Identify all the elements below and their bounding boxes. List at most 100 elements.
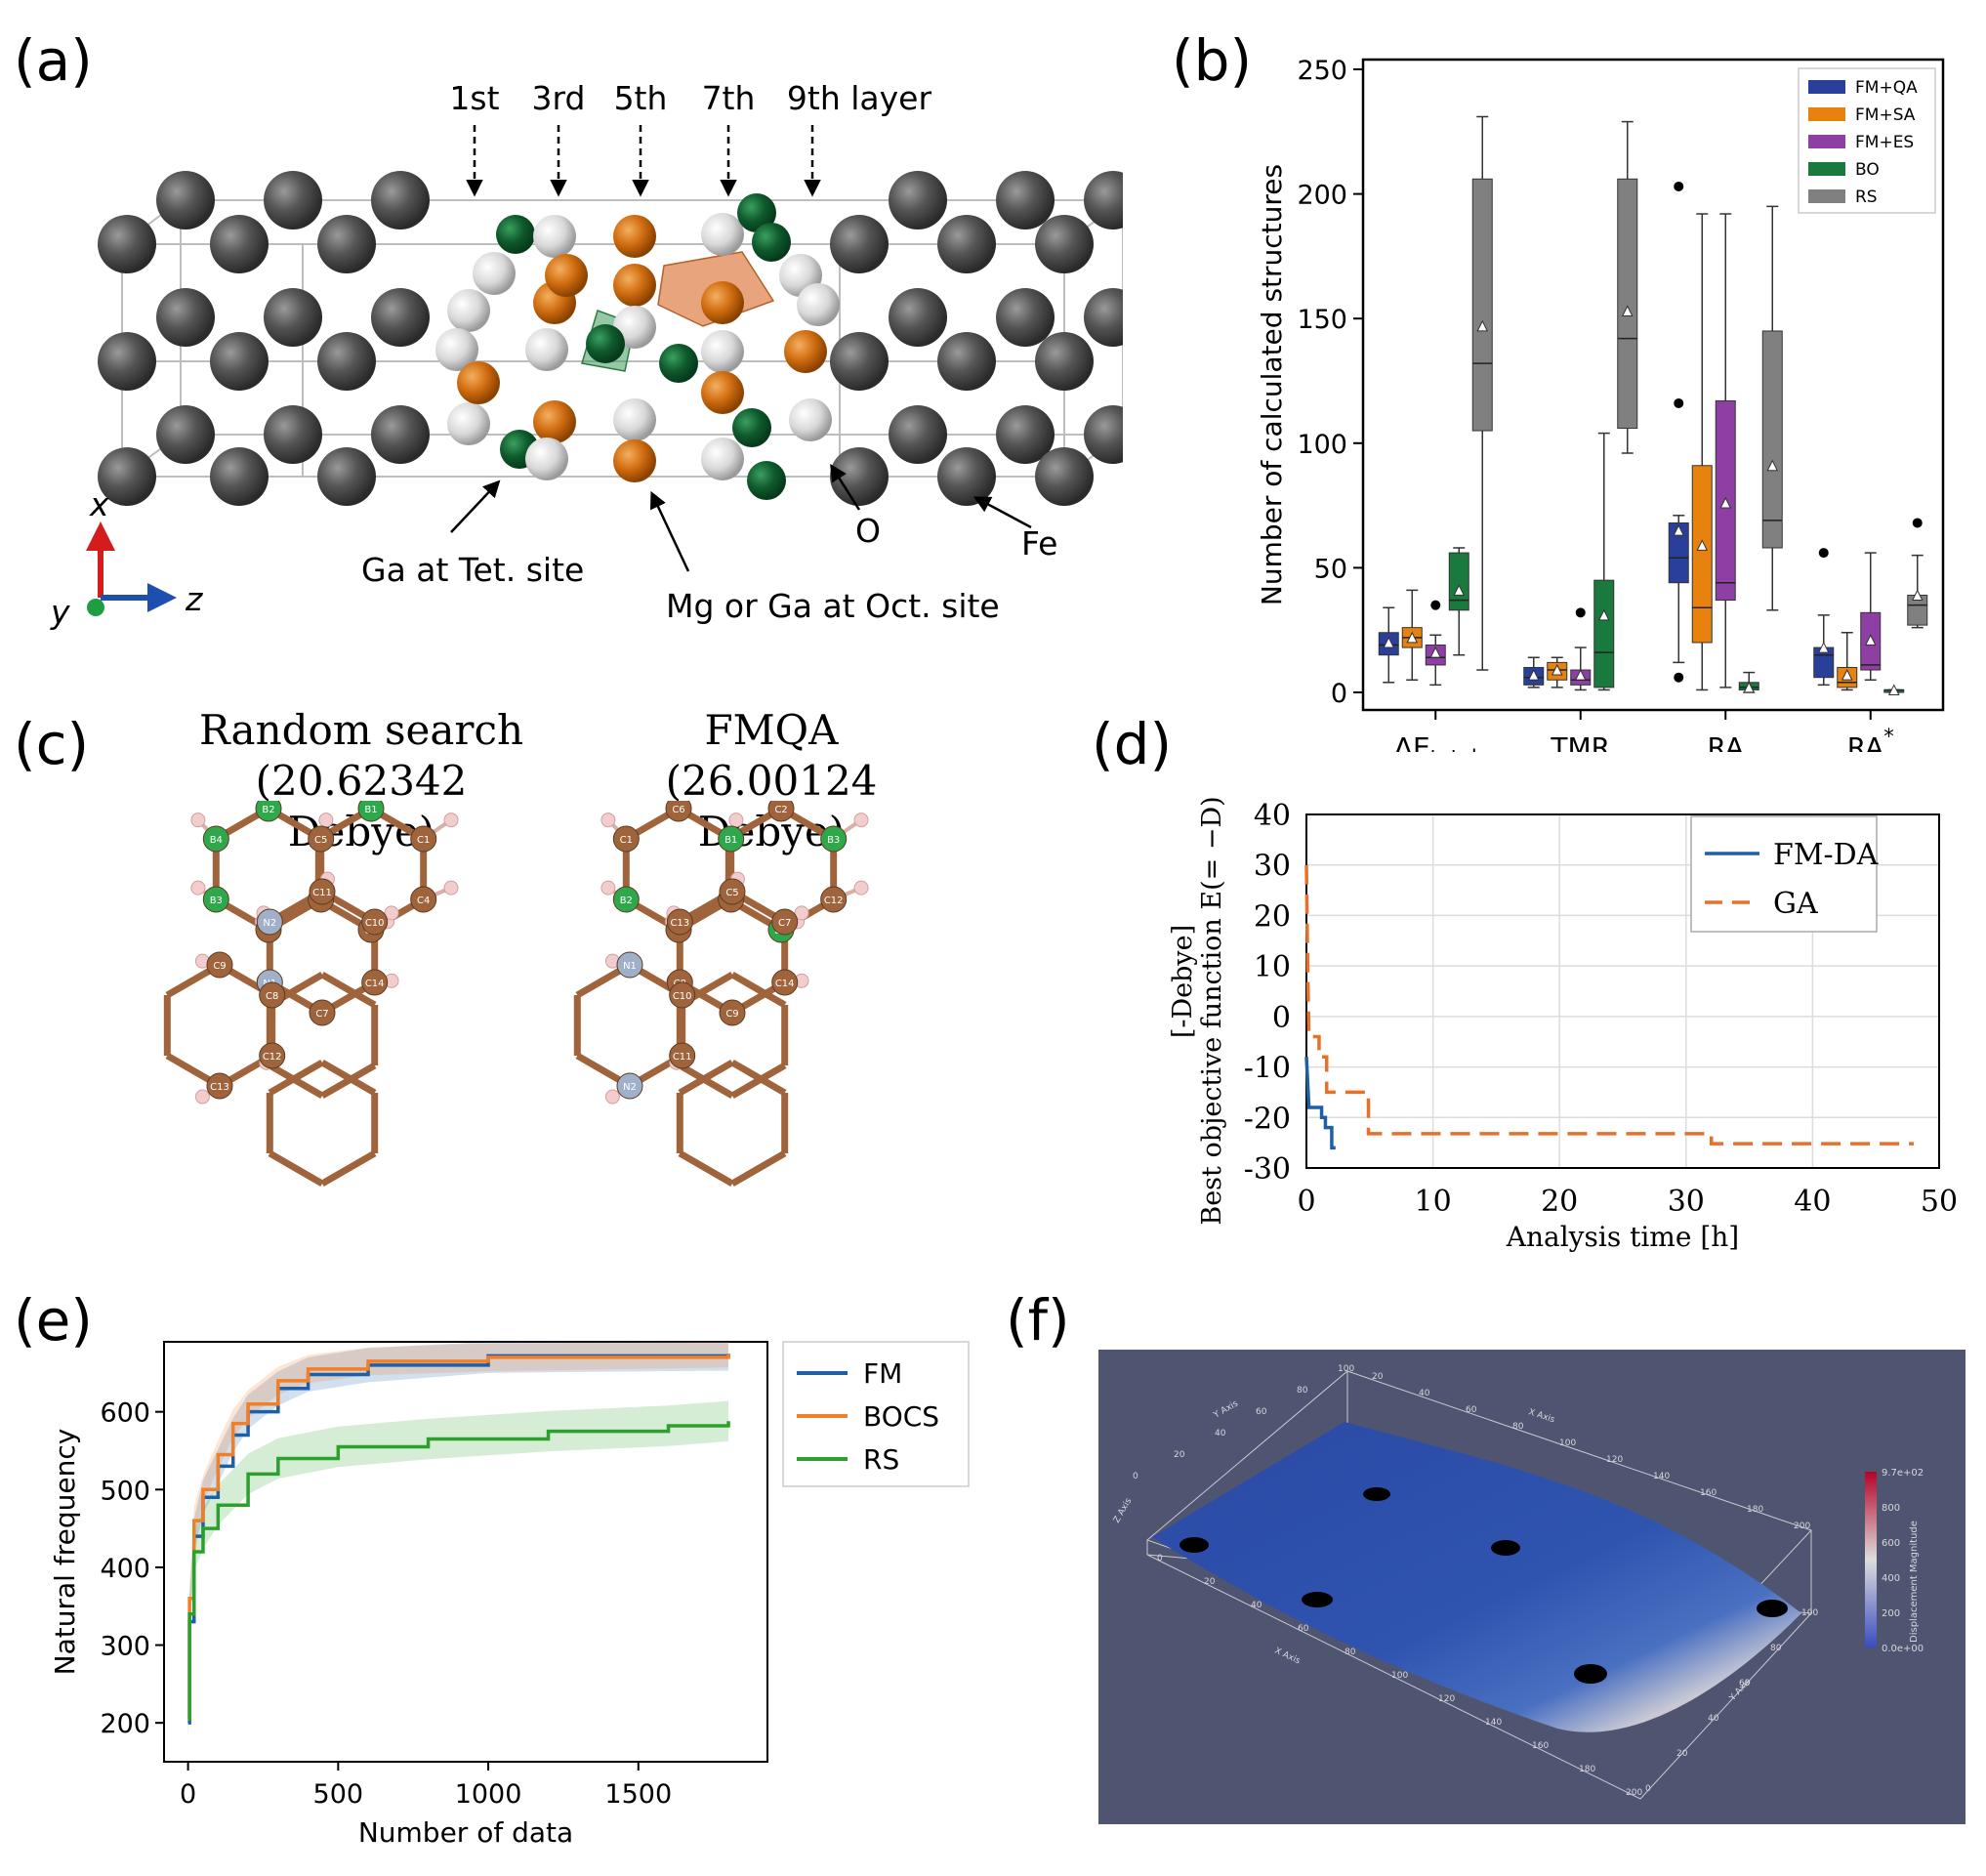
top-x-tick: 40 — [1419, 1389, 1430, 1398]
y-tick-label: 500 — [100, 1476, 150, 1506]
colorbar-tick: 800 — [1882, 1503, 1900, 1514]
molecule: B2C5C2C3B3B4B1C1C4C6C11C10C14C7N1N2C9C8C… — [163, 801, 459, 1188]
y-axis-label: Number of calculated structures — [1256, 164, 1288, 605]
atom — [206, 1072, 233, 1100]
series-line-rs — [187, 1421, 730, 1721]
x-tick-label: 10 — [1415, 1185, 1452, 1219]
bottom-y-tick: 80 — [1770, 1644, 1782, 1653]
top-x-tick: 180 — [1747, 1505, 1763, 1515]
top-x-tick: 140 — [1653, 1472, 1670, 1481]
fe-atom — [1084, 405, 1123, 464]
y-axis-unit: [-Debye] — [1168, 925, 1198, 1038]
objective-time-chart: 0 10 20 30 40 50 40 30 20 10 0 -10 -20 -30 Analysis ti… — [1168, 796, 1958, 1253]
series-line-ga — [1304, 864, 1915, 1146]
hydrogen-atom — [600, 880, 616, 896]
fe-atom — [1084, 288, 1123, 347]
atom-label: C1 — [620, 835, 633, 846]
box-BO — [1593, 579, 1615, 688]
fe-atom — [317, 332, 376, 391]
legend-swatch — [1808, 162, 1845, 176]
support-points — [1179, 1487, 1788, 1684]
atom-label: B3 — [827, 835, 840, 846]
mean-marker — [1911, 589, 1924, 601]
random-search-title: Random search — [198, 706, 524, 754]
colorbar-title: Displacement Magnitude — [1909, 1521, 1920, 1643]
y-tick-label: 30 — [1254, 850, 1291, 884]
hydrogen-atom — [600, 813, 616, 828]
fe-atom — [264, 288, 322, 347]
colorbar — [1865, 1472, 1877, 1647]
bottom-x-tick: 20 — [1204, 1577, 1216, 1587]
atom-label: C7 — [778, 918, 791, 929]
atom-label: C14 — [365, 979, 385, 989]
y-tick-label: 600 — [100, 1398, 150, 1429]
x-tick-label: RA — [1708, 731, 1744, 752]
box-RS — [1617, 178, 1638, 429]
atom — [309, 999, 336, 1026]
ga-atom — [747, 461, 786, 500]
atom — [820, 886, 848, 913]
atom — [616, 951, 643, 979]
ga-tet-label: Ga at Tet. site — [361, 551, 584, 589]
box-RS — [1471, 178, 1493, 432]
o-atom — [613, 398, 656, 441]
fe-atom — [889, 171, 947, 229]
top-x-tick: 160 — [1700, 1488, 1717, 1498]
atom — [719, 878, 746, 905]
atom — [309, 878, 336, 905]
atom-label: N1 — [623, 961, 637, 972]
fe-atom — [937, 215, 996, 273]
atom — [410, 825, 437, 853]
x-tick-label: 500 — [313, 1779, 364, 1810]
layer-label-1st: 1st — [449, 79, 499, 117]
hydrogen-atom — [794, 905, 809, 921]
top-y-tick: 20 — [1174, 1450, 1185, 1460]
atom — [202, 886, 229, 913]
mg-atom — [533, 400, 576, 443]
mean-marker — [1597, 608, 1610, 621]
x-tick-label: 50 — [1921, 1185, 1958, 1219]
bond — [730, 1059, 787, 1097]
o-atom — [701, 213, 744, 256]
legend-label-bo: BO — [1855, 160, 1880, 180]
mg-atom — [613, 264, 656, 307]
atom — [361, 908, 389, 936]
mean-marker — [1766, 459, 1779, 472]
bottom-x-tick: 0 — [1157, 1554, 1163, 1563]
colorbar-tick: 9.7e+02 — [1882, 1468, 1924, 1479]
mean-marker — [1864, 634, 1877, 646]
molecule-figure: B2C5C2C3B3B4B1C1C4C6C11C10C14C7N1N2C9C8C… — [163, 801, 869, 1188]
bottom-y-tick: 0 — [1645, 1784, 1651, 1794]
ga-atom — [659, 344, 698, 383]
atom — [256, 908, 283, 936]
legend-label-fm-sa: FM+SA — [1855, 105, 1916, 125]
mean-marker — [1429, 646, 1442, 658]
atom-label: C7 — [315, 1009, 328, 1020]
atom — [665, 801, 692, 822]
fe-atom — [830, 332, 889, 391]
fe-atom — [264, 171, 322, 229]
box-FM+QA — [1668, 521, 1689, 584]
bond — [320, 971, 377, 1009]
atom — [612, 825, 640, 853]
atom-label: B3 — [210, 896, 223, 906]
fmqa-title: FMQA — [704, 706, 839, 754]
o-atom — [789, 398, 832, 441]
fe-atoms-right — [830, 171, 1123, 506]
atom — [259, 1042, 286, 1069]
bottom-x-tick: 100 — [1391, 1671, 1408, 1681]
panel-label-c: (c) — [14, 711, 90, 777]
panel-label-a: (a) — [14, 27, 93, 94]
bottom-x-tick: 180 — [1579, 1765, 1595, 1774]
top-y-tick: 80 — [1297, 1386, 1308, 1396]
atom — [612, 886, 640, 913]
outlier-point — [1912, 518, 1923, 528]
atom-label: C5 — [314, 835, 327, 846]
ga-atom — [732, 408, 771, 447]
mg-atom — [457, 361, 500, 404]
mean-marker — [1574, 669, 1587, 681]
y-tick-label: 200 — [100, 1709, 150, 1739]
atom — [718, 825, 745, 853]
o-atom — [701, 330, 744, 373]
